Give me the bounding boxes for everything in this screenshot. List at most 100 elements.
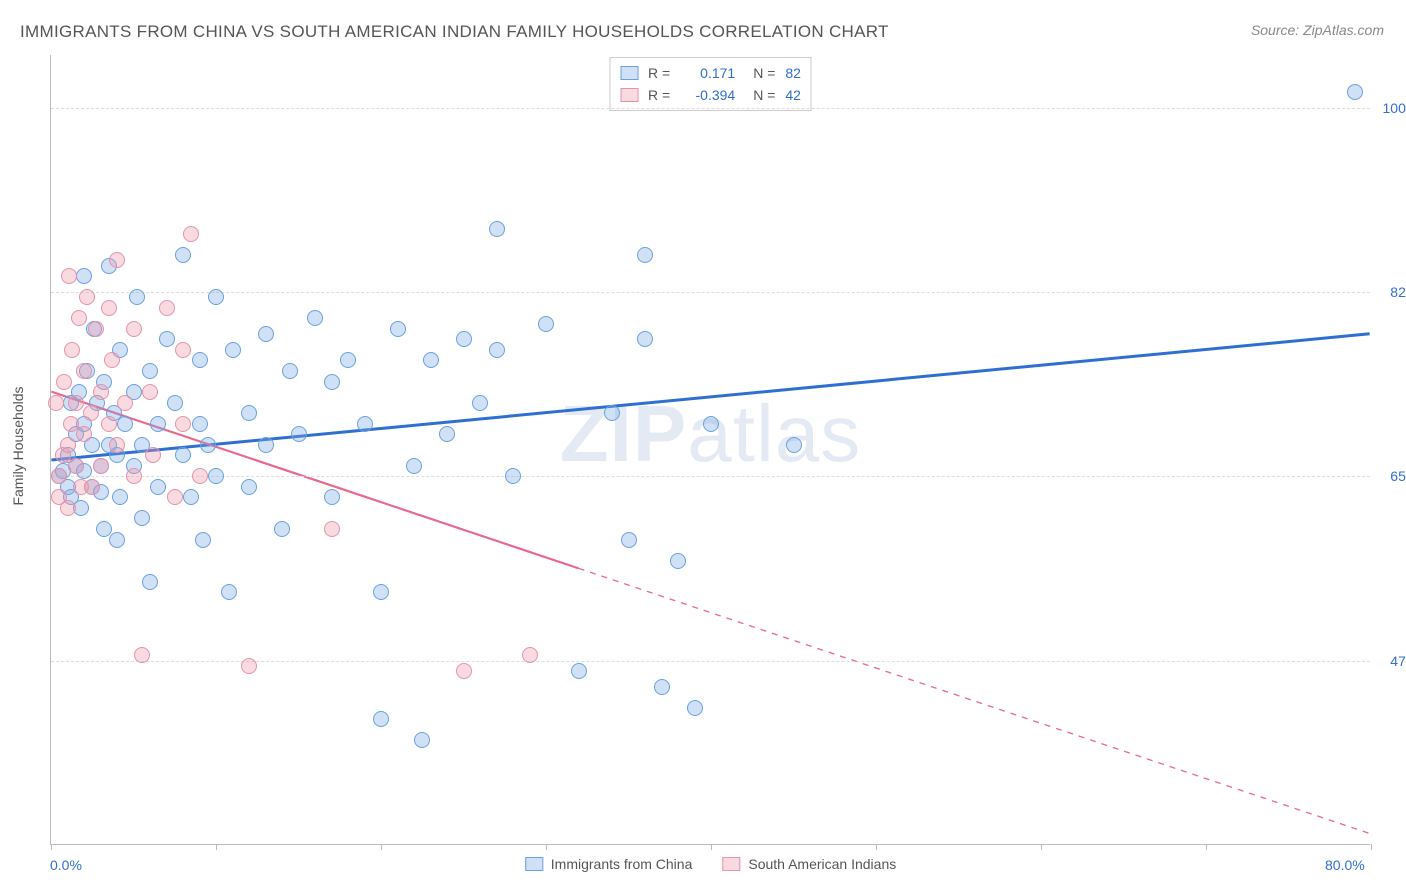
legend-row-sai: R =-0.394N =42 <box>620 84 801 106</box>
scatter-point-china <box>505 468 521 484</box>
scatter-point-china <box>192 352 208 368</box>
scatter-point-sai <box>134 647 150 663</box>
scatter-point-china <box>489 342 505 358</box>
scatter-point-sai <box>104 352 120 368</box>
scatter-point-china <box>142 574 158 590</box>
scatter-point-china <box>307 310 323 326</box>
scatter-point-sai <box>88 321 104 337</box>
y-tick-label: 100.0% <box>1375 100 1406 116</box>
scatter-point-china <box>150 416 166 432</box>
scatter-point-sai <box>142 384 158 400</box>
x-tick <box>876 844 877 850</box>
scatter-point-sai <box>60 500 76 516</box>
source-attribution: Source: ZipAtlas.com <box>1251 22 1384 38</box>
scatter-point-china <box>703 416 719 432</box>
scatter-point-china <box>687 700 703 716</box>
gridline <box>51 108 1370 109</box>
scatter-point-sai <box>76 426 92 442</box>
scatter-point-china <box>175 447 191 463</box>
plot-area: ZIPatlas R =0.171N =82R =-0.394N =42 Imm… <box>50 55 1370 845</box>
scatter-point-sai <box>68 458 84 474</box>
scatter-point-china <box>142 363 158 379</box>
scatter-point-china <box>456 331 472 347</box>
series-legend-label-china: Immigrants from China <box>551 856 693 872</box>
scatter-point-china <box>241 405 257 421</box>
chart-title: IMMIGRANTS FROM CHINA VS SOUTH AMERICAN … <box>20 22 889 42</box>
scatter-point-china <box>414 732 430 748</box>
legend-r-value-china: 0.171 <box>680 65 735 81</box>
series-legend-item-sai: South American Indians <box>722 856 896 872</box>
legend-r-label: R = <box>648 87 670 103</box>
scatter-point-china <box>208 468 224 484</box>
scatter-point-china <box>604 405 620 421</box>
scatter-point-china <box>241 479 257 495</box>
scatter-point-china <box>258 437 274 453</box>
scatter-point-sai <box>126 321 142 337</box>
scatter-point-china <box>406 458 422 474</box>
scatter-point-china <box>654 679 670 695</box>
legend-swatch-sai <box>620 88 638 102</box>
scatter-point-sai <box>175 416 191 432</box>
legend-swatch-china <box>620 66 638 80</box>
scatter-point-china <box>192 416 208 432</box>
scatter-point-sai <box>241 658 257 674</box>
scatter-point-sai <box>48 395 64 411</box>
legend-n-label: N = <box>753 87 775 103</box>
scatter-point-sai <box>93 384 109 400</box>
scatter-point-china <box>109 532 125 548</box>
scatter-point-sai <box>167 489 183 505</box>
scatter-point-china <box>1347 84 1363 100</box>
scatter-point-sai <box>83 405 99 421</box>
scatter-point-sai <box>61 268 77 284</box>
x-tick <box>711 844 712 850</box>
scatter-point-china <box>183 489 199 505</box>
legend-r-value-sai: -0.394 <box>680 87 735 103</box>
y-tick-label: 47.5% <box>1375 653 1406 669</box>
scatter-point-china <box>439 426 455 442</box>
scatter-point-china <box>117 416 133 432</box>
scatter-point-china <box>489 221 505 237</box>
trend-lines-layer <box>51 55 1370 844</box>
scatter-point-sai <box>101 300 117 316</box>
x-axis-max-label: 80.0% <box>1325 857 1365 873</box>
x-tick <box>216 844 217 850</box>
correlation-legend: R =0.171N =82R =-0.394N =42 <box>609 57 812 111</box>
series-legend-swatch-sai <box>722 857 740 871</box>
trendline-china <box>51 334 1369 460</box>
scatter-point-china <box>225 342 241 358</box>
scatter-point-china <box>208 289 224 305</box>
scatter-point-china <box>670 553 686 569</box>
scatter-point-sai <box>192 468 208 484</box>
legend-r-label: R = <box>648 65 670 81</box>
gridline <box>51 476 1370 477</box>
scatter-point-china <box>195 532 211 548</box>
scatter-point-sai <box>109 252 125 268</box>
scatter-point-sai <box>56 374 72 390</box>
scatter-point-sai <box>522 647 538 663</box>
scatter-point-sai <box>324 521 340 537</box>
scatter-point-china <box>159 331 175 347</box>
scatter-point-sai <box>117 395 133 411</box>
scatter-point-sai <box>145 447 161 463</box>
y-axis-label: Family Households <box>10 386 26 505</box>
scatter-point-sai <box>183 226 199 242</box>
scatter-point-china <box>291 426 307 442</box>
scatter-point-china <box>390 321 406 337</box>
y-tick-label: 82.5% <box>1375 284 1406 300</box>
scatter-point-sai <box>60 437 76 453</box>
scatter-point-china <box>423 352 439 368</box>
scatter-point-china <box>76 268 92 284</box>
scatter-point-sai <box>175 342 191 358</box>
scatter-point-china <box>324 489 340 505</box>
scatter-point-sai <box>456 663 472 679</box>
scatter-point-china <box>637 247 653 263</box>
scatter-point-china <box>175 247 191 263</box>
legend-row-china: R =0.171N =82 <box>620 62 801 84</box>
x-tick <box>1206 844 1207 850</box>
series-legend-swatch-china <box>525 857 543 871</box>
gridline <box>51 292 1370 293</box>
series-legend-label-sai: South American Indians <box>748 856 896 872</box>
scatter-point-sai <box>93 458 109 474</box>
scatter-point-sai <box>64 342 80 358</box>
scatter-point-sai <box>71 310 87 326</box>
